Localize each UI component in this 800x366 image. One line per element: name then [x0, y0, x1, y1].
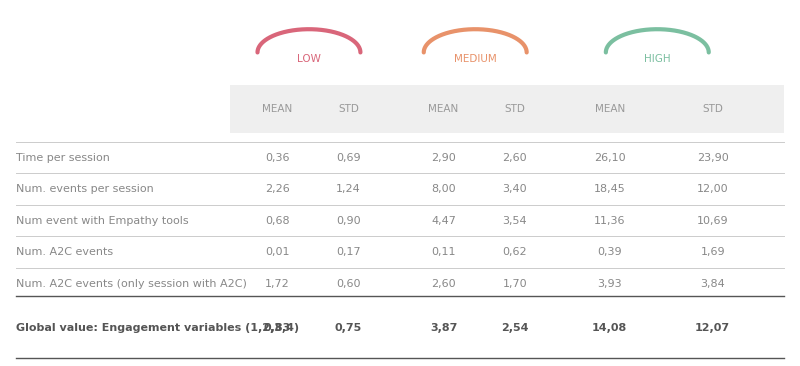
Text: 3,93: 3,93	[598, 279, 622, 288]
Text: MEAN: MEAN	[594, 104, 625, 114]
Text: 3,54: 3,54	[502, 216, 527, 225]
Text: 2,54: 2,54	[501, 323, 529, 333]
Text: 26,10: 26,10	[594, 153, 626, 163]
Text: 2,90: 2,90	[431, 153, 456, 163]
Text: 1,69: 1,69	[700, 247, 725, 257]
Text: 0,69: 0,69	[336, 153, 361, 163]
Text: 1,72: 1,72	[265, 279, 290, 288]
Text: HIGH: HIGH	[644, 54, 670, 64]
Text: 3,40: 3,40	[502, 184, 527, 194]
Text: 2,60: 2,60	[431, 279, 456, 288]
Text: 2,26: 2,26	[265, 184, 290, 194]
Text: 0,36: 0,36	[265, 153, 290, 163]
Text: 0,11: 0,11	[431, 247, 456, 257]
Text: 11,36: 11,36	[594, 216, 626, 225]
Text: 4,47: 4,47	[431, 216, 456, 225]
Text: Num. A2C events (only session with A2C): Num. A2C events (only session with A2C)	[16, 279, 247, 288]
Text: 8,00: 8,00	[431, 184, 456, 194]
FancyBboxPatch shape	[230, 85, 784, 133]
Text: 14,08: 14,08	[592, 323, 627, 333]
Text: MEDIUM: MEDIUM	[454, 54, 497, 64]
Text: 2,60: 2,60	[502, 153, 527, 163]
Text: 3,87: 3,87	[430, 323, 458, 333]
Text: 23,90: 23,90	[697, 153, 729, 163]
Text: 1,24: 1,24	[336, 184, 361, 194]
Text: Num event with Empathy tools: Num event with Empathy tools	[16, 216, 189, 225]
Text: 0,60: 0,60	[336, 279, 361, 288]
Text: 0,62: 0,62	[502, 247, 527, 257]
Text: 0,17: 0,17	[336, 247, 361, 257]
Text: 18,45: 18,45	[594, 184, 626, 194]
Text: 0,68: 0,68	[265, 216, 290, 225]
Text: STD: STD	[338, 104, 359, 114]
Text: 12,00: 12,00	[697, 184, 729, 194]
Text: STD: STD	[504, 104, 526, 114]
Text: 0,39: 0,39	[598, 247, 622, 257]
Text: MEAN: MEAN	[429, 104, 458, 114]
Text: 10,69: 10,69	[697, 216, 729, 225]
Text: Global value: Engagement variables (1,2,3,4): Global value: Engagement variables (1,2,…	[16, 323, 299, 333]
Text: 12,07: 12,07	[695, 323, 730, 333]
Text: MEAN: MEAN	[262, 104, 293, 114]
Text: 3,84: 3,84	[700, 279, 725, 288]
Text: Num. A2C events: Num. A2C events	[16, 247, 113, 257]
Text: 0,75: 0,75	[335, 323, 362, 333]
Text: 0,01: 0,01	[265, 247, 290, 257]
Text: 0,90: 0,90	[336, 216, 361, 225]
Text: LOW: LOW	[297, 54, 321, 64]
Text: 1,70: 1,70	[502, 279, 527, 288]
Text: Num. events per session: Num. events per session	[16, 184, 154, 194]
Text: 0,83: 0,83	[264, 323, 291, 333]
Text: Time per session: Time per session	[16, 153, 110, 163]
Text: STD: STD	[702, 104, 723, 114]
